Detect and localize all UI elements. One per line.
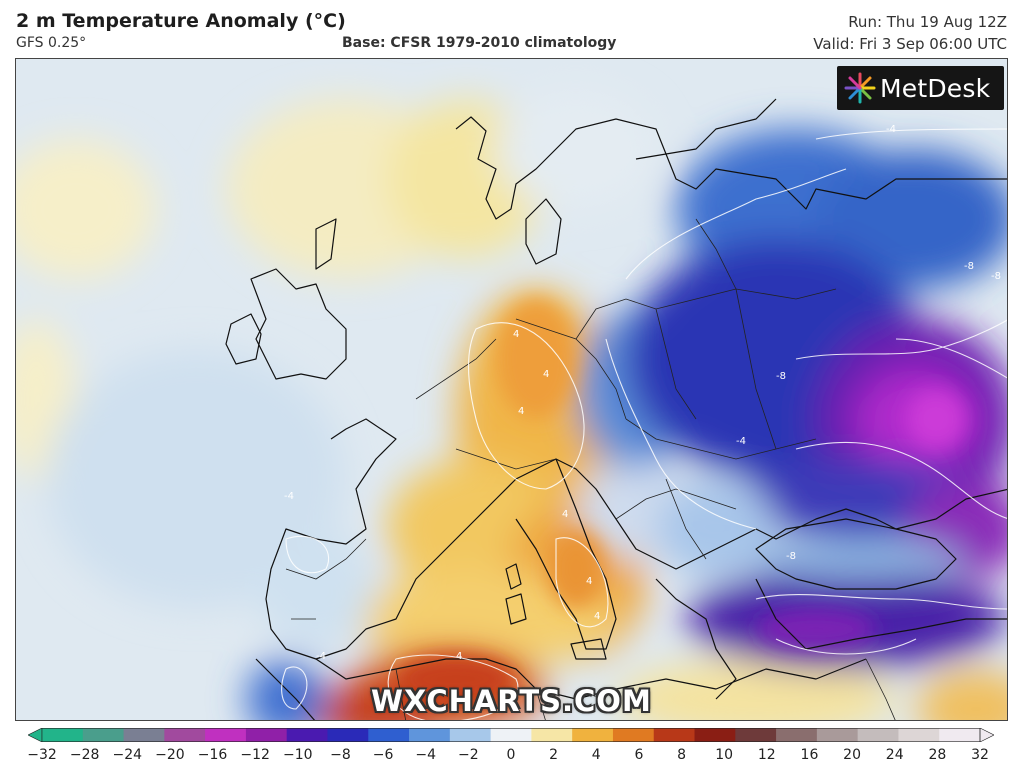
colorbar-segment — [776, 728, 818, 742]
colorbar-tick-label: −16 — [197, 747, 228, 763]
colorbar-segment — [572, 728, 614, 742]
colorbar-segment — [164, 728, 206, 742]
colorbar-segment — [245, 728, 288, 742]
colorbar-segment — [816, 728, 859, 742]
contour-label: 4 — [513, 329, 519, 340]
model-label: GFS 0.25° — [16, 35, 87, 51]
colorbar-tick-label: 6 — [634, 747, 644, 763]
chart-title: 2 m Temperature Anomaly (°C) — [16, 10, 346, 32]
colorbar-segment — [82, 728, 125, 742]
colorbar-extend-max — [979, 728, 994, 742]
colorbar-tick-label: 8 — [677, 747, 686, 763]
metdesk-burst-icon — [844, 72, 876, 104]
colorbar-segment — [653, 728, 696, 742]
colorbar-segment — [857, 728, 899, 742]
contour-label: -8 — [964, 261, 974, 272]
colorbar-segment — [449, 728, 492, 742]
metdesk-logo-text: MetDesk — [880, 73, 991, 103]
anomaly-field — [16, 89, 1007, 720]
contour-label: 4 — [594, 611, 600, 622]
colorbar-segment — [612, 728, 655, 742]
colorbar-tick-label: 10 — [715, 747, 734, 763]
colorbar-segment — [939, 728, 981, 742]
climatology-base-label: Base: CFSR 1979-2010 climatology — [342, 35, 617, 51]
colorbar-extend-min — [28, 728, 43, 742]
colorbar-tick-label: −10 — [283, 747, 313, 763]
country-borders — [285, 218, 896, 720]
colorbar-tick-label: −20 — [155, 747, 185, 763]
colorbar-tick-label: −28 — [69, 747, 100, 763]
colorbar-tick-label: 16 — [800, 747, 819, 763]
colorbar-segment — [286, 728, 328, 742]
colorbar-segment — [490, 728, 532, 742]
colorbar-tick-label: −8 — [330, 747, 351, 763]
colorbar-tick-label: −4 — [415, 747, 437, 763]
colorbar-segment — [531, 728, 573, 742]
colorbar-tick-label: 28 — [928, 747, 947, 763]
contour-label: 4 — [543, 369, 549, 380]
contour-lines — [281, 128, 1007, 720]
colorbar-svg — [28, 728, 994, 742]
colorbar-segment — [735, 728, 777, 742]
colorbar-tick-label: −32 — [27, 747, 57, 763]
colorbar-tick-label: 32 — [971, 747, 989, 763]
contour-label: -4 — [886, 124, 896, 135]
colorbar-segment — [327, 728, 369, 742]
colorbar-tick-label: 12 — [757, 747, 776, 763]
colorbar-segment — [898, 728, 940, 742]
colorbar-segment — [42, 728, 84, 742]
chart-header: 2 m Temperature Anomaly (°C) GFS 0.25° B… — [0, 0, 1024, 58]
colorbar-tick-label: 24 — [885, 747, 904, 763]
contour-label: 4 — [586, 576, 592, 587]
contour-label-group: 4 4 4 4 4 4 4 -4 -4 -4 -4 -8 -8 -8 -8 — [284, 124, 1001, 662]
colorbar-segment — [123, 728, 165, 742]
colorbar-tick-label: −12 — [240, 747, 270, 763]
coastlines — [225, 98, 1007, 720]
run-time-label: Run: Thu 19 Aug 12Z — [848, 13, 1007, 31]
contour-label: -4 — [284, 491, 294, 502]
colorbar-tick-label: 2 — [549, 747, 559, 763]
colorbar-tick-label: −2 — [458, 747, 479, 763]
contour-label: 4 — [518, 406, 524, 417]
colorbar-segment — [694, 728, 736, 742]
anomaly-map-svg: 4 4 4 4 4 4 4 -4 -4 -4 -4 -8 -8 -8 -8 — [16, 59, 1007, 720]
colorbar-segment — [205, 728, 247, 742]
contour-label: -8 — [776, 371, 786, 382]
colorbar-outline — [41, 728, 981, 742]
colorbar-tick-label: 20 — [843, 747, 861, 763]
contour-label: -4 — [316, 651, 326, 662]
valid-time-label: Valid: Fri 3 Sep 06:00 UTC — [813, 35, 1007, 53]
contour-label: -4 — [736, 436, 746, 447]
colorbar-segment — [368, 728, 410, 742]
contour-label: 4 — [562, 509, 568, 520]
colorbar-segment — [409, 728, 451, 742]
metdesk-logo: MetDesk — [837, 66, 1004, 110]
wxcharts-watermark: WXCHARTS.COM — [371, 684, 652, 718]
colorbar-tick-label: 0 — [506, 747, 516, 763]
contour-label: 4 — [456, 651, 462, 662]
colorbar — [28, 728, 994, 742]
colorbar-tick-labels: −32 −28 −24 −20 −16 −12 −10 −8 −6 −4 −2 0 2 4 6 8 10 12 16… — [0, 747, 1024, 767]
anomaly-map: 4 4 4 4 4 4 4 -4 -4 -4 -4 -8 -8 -8 -8 — [15, 58, 1008, 721]
colorbar-tick-label: −24 — [112, 747, 143, 763]
colorbar-tick-label: −6 — [372, 747, 394, 763]
contour-label: -8 — [786, 551, 796, 562]
colorbar-tick-label: 4 — [591, 747, 601, 763]
contour-label: -8 — [991, 271, 1001, 282]
